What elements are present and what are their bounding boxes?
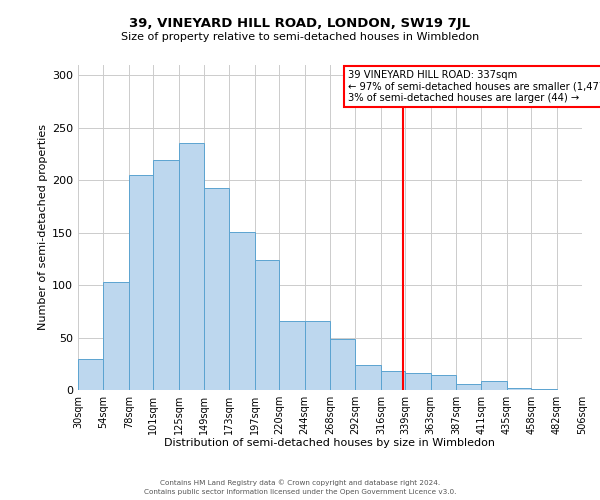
Bar — [179, 142, 204, 390]
Bar — [355, 365, 381, 390]
Text: 39, VINEYARD HILL ROAD, LONDON, SW19 7JL: 39, VINEYARD HILL ROAD, LONDON, SW19 7JL — [130, 18, 470, 30]
Bar — [481, 380, 507, 390]
Text: 39 VINEYARD HILL ROAD: 337sqm
← 97% of semi-detached houses are smaller (1,477)
: 39 VINEYARD HILL ROAD: 337sqm ← 97% of s… — [347, 70, 600, 103]
Text: Size of property relative to semi-detached houses in Wimbledon: Size of property relative to semi-detach… — [121, 32, 479, 42]
Bar — [279, 321, 305, 390]
Bar — [229, 232, 255, 390]
Bar — [153, 160, 179, 390]
Y-axis label: Number of semi-detached properties: Number of semi-detached properties — [38, 124, 48, 330]
Bar — [405, 373, 431, 390]
Bar — [255, 260, 279, 390]
X-axis label: Distribution of semi-detached houses by size in Wimbledon: Distribution of semi-detached houses by … — [164, 438, 496, 448]
Bar — [78, 358, 103, 390]
Bar — [381, 371, 405, 390]
Text: Contains public sector information licensed under the Open Government Licence v3: Contains public sector information licen… — [144, 489, 456, 495]
Text: Contains HM Land Registry data © Crown copyright and database right 2024.: Contains HM Land Registry data © Crown c… — [160, 480, 440, 486]
Bar — [129, 175, 153, 390]
Bar — [330, 338, 355, 390]
Bar — [204, 188, 229, 390]
Bar — [305, 321, 330, 390]
Bar — [431, 376, 456, 390]
Bar — [531, 389, 557, 390]
Bar — [507, 388, 531, 390]
Bar — [103, 282, 129, 390]
Bar — [456, 384, 481, 390]
